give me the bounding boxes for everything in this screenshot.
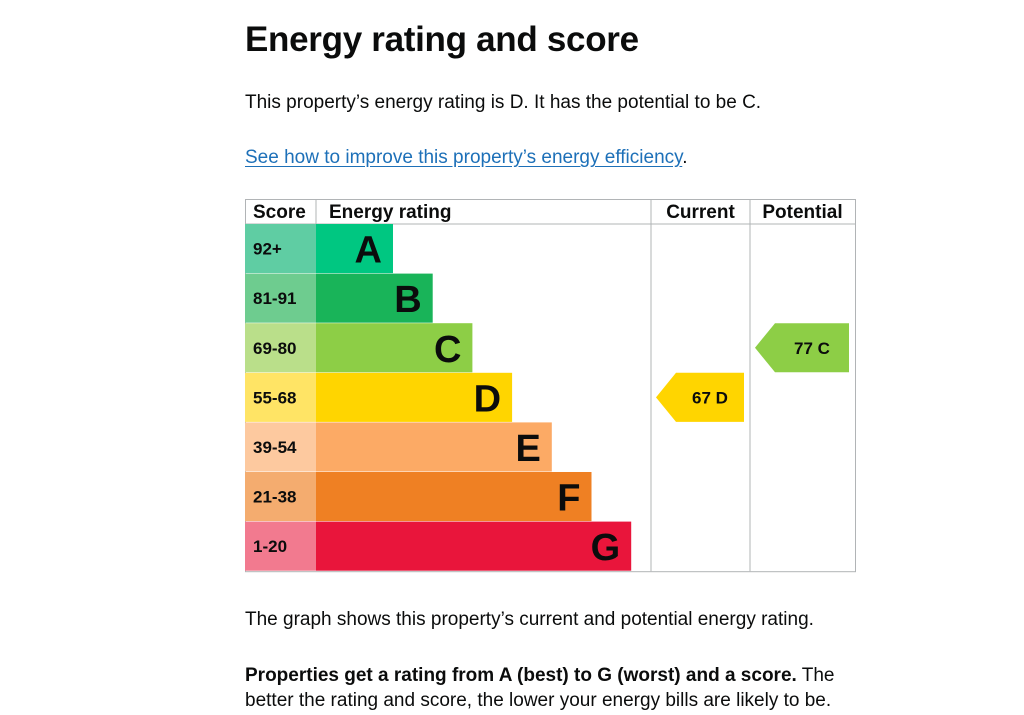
- score-range-c: 69-80: [253, 339, 296, 358]
- header-score: Score: [253, 202, 306, 223]
- current-rating-label: 67 D: [692, 388, 728, 407]
- band-bar-f: [316, 472, 592, 522]
- band-letter-b: B: [394, 279, 421, 321]
- improve-efficiency-link[interactable]: See how to improve this property’s energ…: [245, 147, 683, 168]
- band-bar-d: [316, 372, 513, 422]
- score-cell-a: [245, 224, 316, 274]
- page-title: Energy rating and score: [245, 20, 639, 59]
- link-suffix: .: [682, 147, 688, 168]
- band-letter-d: D: [474, 378, 501, 420]
- score-cell-b: [245, 273, 316, 323]
- rating-explanation: Properties get a rating from A (best) to…: [245, 663, 885, 713]
- score-cell-c: [245, 323, 316, 373]
- score-cell-d: [245, 372, 316, 422]
- band-bar-b: [316, 273, 433, 323]
- band-bar-e: [316, 422, 552, 472]
- score-range-b: 81-91: [253, 289, 296, 308]
- graph-caption: The graph shows this property’s current …: [245, 609, 814, 630]
- header-current: Current: [666, 202, 735, 223]
- band-bar-a: [316, 224, 393, 274]
- band-letter-e: E: [515, 428, 540, 470]
- score-range-a: 92+: [253, 240, 282, 259]
- rating-explanation-rest: The better the rating and score, the low…: [245, 665, 835, 711]
- score-cell-g: [245, 521, 316, 571]
- score-range-d: 55-68: [253, 388, 296, 407]
- potential-rating-arrow: [755, 323, 849, 373]
- band-bar-c: [316, 323, 473, 373]
- potential-rating-label: 77 C: [794, 339, 830, 358]
- band-letter-g: G: [591, 527, 621, 569]
- score-cell-f: [245, 472, 316, 522]
- rating-explanation-bold: Properties get a rating from A (best) to…: [245, 665, 797, 686]
- score-range-g: 1-20: [253, 537, 287, 556]
- header-energy-rating: Energy rating: [329, 202, 451, 223]
- band-letter-c: C: [434, 329, 461, 371]
- band-letter-f: F: [557, 478, 580, 520]
- energy-rating-chart: Score Energy rating Current Potential 92+ A 81…: [245, 199, 856, 573]
- current-rating-arrow: [656, 372, 744, 422]
- band-bar-g: [316, 521, 632, 571]
- score-range-f: 21-38: [253, 488, 296, 507]
- header-potential: Potential: [762, 202, 842, 223]
- band-letter-a: A: [355, 230, 382, 272]
- score-cell-e: [245, 422, 316, 472]
- improve-link-line: See how to improve this property’s energ…: [245, 147, 688, 169]
- energy-rating-summary: This property’s energy rating is D. It h…: [245, 92, 762, 113]
- score-range-e: 39-54: [253, 438, 297, 457]
